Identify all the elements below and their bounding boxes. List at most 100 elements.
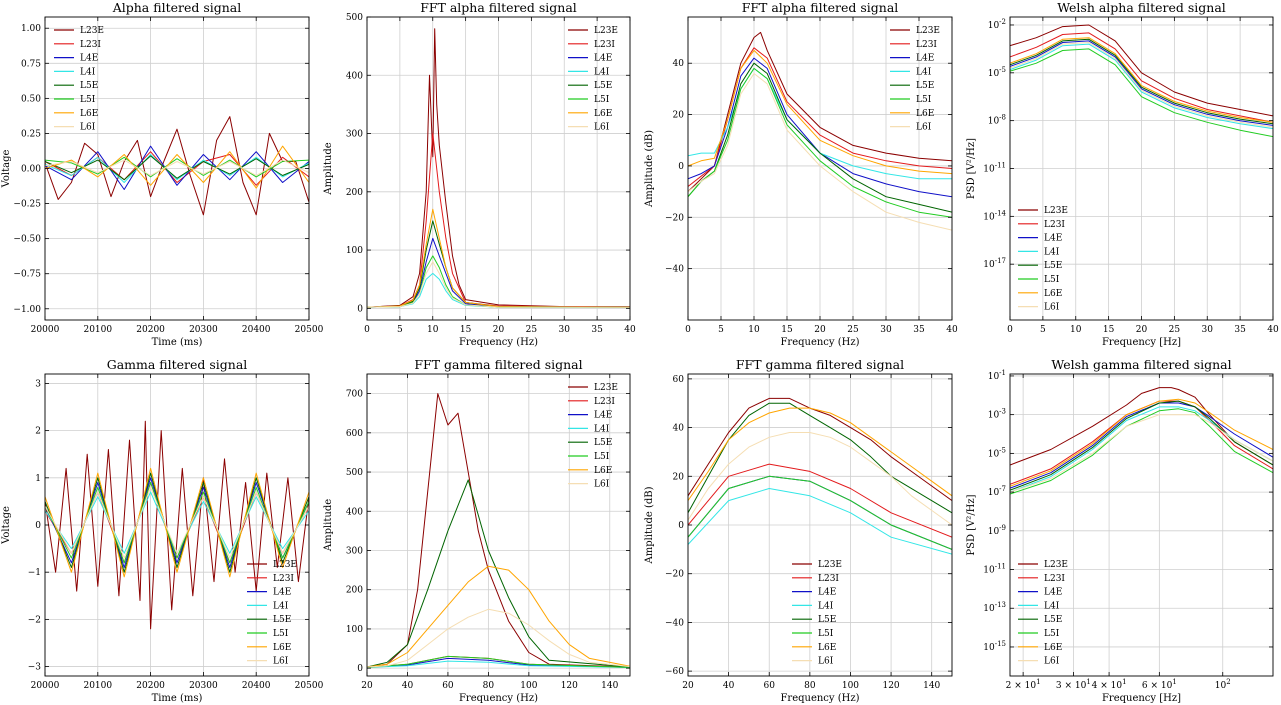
y-axis-label: Amplitude (dB): [644, 130, 655, 208]
series-line-l6i: [367, 261, 630, 308]
series-line-l6e: [45, 467, 309, 578]
legend-label-l4e: L4E: [273, 588, 291, 598]
y-tick-label: 1.00: [21, 24, 41, 34]
x-tick-label: 30: [559, 325, 571, 335]
x-axis-label: Frequency (Hz): [780, 693, 859, 704]
series-line-l6e: [688, 49, 952, 175]
x-axis-label: Time (ms): [152, 693, 203, 704]
legend-label-l23i: L23I: [1044, 220, 1065, 230]
y-tick-label: −0.50: [13, 235, 41, 245]
x-tick-label: 0: [364, 325, 370, 335]
y-tick-label: 10-7: [988, 485, 1006, 498]
legend-label-l5i: L5I: [594, 452, 610, 462]
legend-label-l5i: L5I: [594, 95, 610, 105]
y-tick-label: −20: [665, 570, 684, 580]
x-tick-label: 10: [427, 325, 439, 335]
legend-label-l6e: L6E: [916, 109, 934, 119]
series-line-l5i: [1010, 48, 1273, 138]
x-tick-label: 60: [764, 681, 776, 691]
y-tick-label: 0: [35, 521, 41, 531]
legend: L23E L23I L4E L4I L5E L5I L6E L6I: [792, 560, 842, 667]
legend-label-l6e: L6E: [80, 109, 98, 119]
y-tick-label: 0.50: [21, 94, 41, 104]
legend-label-l23e: L23E: [818, 560, 842, 570]
y-tick-label: 10-15: [983, 640, 1006, 653]
series-line-l5i: [688, 67, 952, 218]
y-tick-label: 0: [357, 304, 363, 314]
y-tick-label: 400: [346, 71, 363, 81]
legend-label-l23e: L23E: [273, 560, 297, 570]
series-line-l23e: [367, 28, 630, 308]
legend-label-l4i: L4I: [594, 67, 610, 77]
series-line-l6i: [1010, 414, 1273, 493]
legend-label-l6i: L6I: [273, 657, 289, 667]
chart-title: Alpha filtered signal: [112, 0, 242, 15]
series-line-l5i: [688, 475, 952, 550]
legend-label-l23e: L23E: [594, 383, 618, 393]
legend-label-l5i: L5I: [273, 629, 289, 639]
series-group: [1010, 387, 1273, 495]
x-tick-label: 25: [526, 325, 538, 335]
y-axis-label: Voltage: [1, 150, 12, 189]
x-tick-label: 5: [1040, 325, 1046, 335]
y-tick-label: 500: [346, 13, 363, 23]
x-tick-label: 20500: [295, 325, 324, 335]
series-line-l6i: [688, 73, 952, 231]
series-group: [367, 393, 630, 668]
legend-label-l6i: L6I: [1044, 303, 1060, 313]
x-tick-label: 80: [804, 681, 816, 691]
legend-label-l4i: L4I: [1044, 247, 1060, 257]
legend-label-l23i: L23I: [594, 40, 615, 50]
y-axis-label: Amplitude: [323, 142, 334, 195]
y-tick-label: 2: [35, 427, 41, 437]
chart-title: FFT alpha filtered signal: [742, 0, 899, 15]
y-tick-label: 40: [673, 59, 685, 69]
legend-label-l4i: L4I: [818, 601, 834, 611]
series-line-l23e: [688, 397, 952, 502]
y-tick-label: 100: [346, 246, 363, 256]
legend-label-l5i: L5I: [1044, 629, 1060, 639]
y-tick-label: 200: [346, 586, 363, 596]
x-tick-label: 40: [402, 681, 414, 691]
y-tick-label: 10-11: [983, 162, 1006, 175]
legend-label-l6i: L6I: [594, 480, 610, 490]
y-tick-label: 10-1: [988, 369, 1006, 382]
x-axis-label: Time (ms): [152, 337, 203, 348]
legend: L23E L23I L4E L4I L5E L5I L6E L6I: [247, 560, 297, 667]
x-axis-label: Frequency [Hz]: [1102, 693, 1181, 704]
series-line-l5i: [367, 655, 630, 668]
y-tick-label: −3: [28, 663, 42, 673]
x-tick-label: 20000: [31, 325, 60, 335]
series-group: [45, 116, 309, 216]
legend: L23E L23I L4E L4I L5E L5I L6E L6I: [1018, 560, 1068, 667]
legend: L23E L23I L4E L4I L5E L5I L6E L6I: [54, 26, 104, 133]
y-tick-label: −20: [665, 213, 684, 223]
y-tick-label: 20: [673, 472, 685, 482]
x-tick-label: 20: [493, 325, 505, 335]
legend-label-l4i: L4I: [1044, 601, 1060, 611]
chart-title: Gamma filtered signal: [107, 357, 248, 372]
x-tick-label: 30: [1202, 325, 1214, 335]
y-tick-label: −40: [665, 265, 684, 275]
y-axis-label: Amplitude (dB): [644, 486, 655, 564]
x-tick-label: 40: [1267, 325, 1279, 335]
y-tick-label: 0: [678, 521, 684, 531]
y-tick-label: 10-5: [988, 446, 1006, 459]
legend: L23E L23I L4E L4I L5E L5I L6E L6I: [1018, 206, 1068, 313]
series-line-l5e: [1010, 38, 1273, 125]
x-tick-label: 100: [842, 681, 859, 691]
legend-label-l4i: L4I: [916, 67, 932, 77]
legend: L23E L23I L4E L4I L5E L5I L6E L6I: [890, 26, 940, 133]
y-tick-label: −0.25: [13, 200, 41, 210]
y-tick-label: 20: [673, 111, 685, 121]
x-tick-label: 20100: [83, 325, 112, 335]
x-tick-label: 20400: [242, 325, 271, 335]
x-tick-label: 120: [561, 681, 578, 691]
x-tick-label: 15: [1103, 325, 1115, 335]
series-line-l6i: [1010, 42, 1273, 128]
x-tick-label: 20300: [189, 325, 218, 335]
x-tick-label: 0: [1007, 325, 1013, 335]
series-line-l4i: [1010, 43, 1273, 130]
